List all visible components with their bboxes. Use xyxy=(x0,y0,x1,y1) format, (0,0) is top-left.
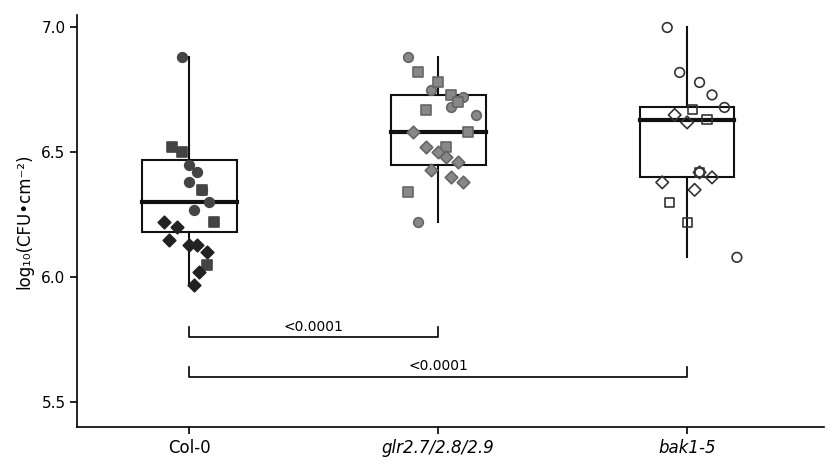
Point xyxy=(431,149,445,156)
Point xyxy=(165,143,179,151)
Text: <0.0001: <0.0001 xyxy=(409,360,468,373)
Point xyxy=(680,118,694,126)
Point xyxy=(439,143,452,151)
Point xyxy=(200,261,213,269)
Point xyxy=(412,69,425,76)
Point xyxy=(190,169,204,176)
Point xyxy=(680,219,694,226)
Point xyxy=(183,241,196,249)
Point xyxy=(660,24,674,31)
Point xyxy=(188,206,201,214)
Point xyxy=(461,129,475,136)
Point xyxy=(200,249,213,256)
Point xyxy=(175,149,189,156)
Point xyxy=(412,219,425,226)
Point xyxy=(195,186,209,194)
Point xyxy=(469,111,482,118)
Point xyxy=(693,169,706,176)
Point xyxy=(188,281,201,288)
Point xyxy=(693,79,706,86)
Point xyxy=(202,199,216,206)
Point xyxy=(456,93,470,101)
Point xyxy=(183,178,196,186)
Point xyxy=(420,106,433,114)
Point xyxy=(673,69,686,76)
Text: <0.0001: <0.0001 xyxy=(284,320,344,334)
Point xyxy=(444,91,457,99)
Point xyxy=(207,219,221,226)
Point xyxy=(193,269,206,276)
Y-axis label: log₁₀(CFU•cm⁻²): log₁₀(CFU•cm⁻²) xyxy=(15,153,33,289)
Point xyxy=(424,166,437,174)
Point xyxy=(451,99,465,106)
Point xyxy=(431,79,445,86)
Point xyxy=(183,161,196,169)
Bar xyxy=(640,108,734,177)
Point xyxy=(451,159,465,166)
Point xyxy=(706,91,719,99)
Point xyxy=(456,178,470,186)
Point xyxy=(444,104,457,111)
Point xyxy=(663,199,676,206)
Point xyxy=(407,129,420,136)
Point xyxy=(706,174,719,181)
Point xyxy=(163,236,176,244)
Point xyxy=(424,86,437,94)
Point xyxy=(655,178,669,186)
Point xyxy=(439,153,452,161)
Point xyxy=(420,143,433,151)
Point xyxy=(444,174,457,181)
Point xyxy=(688,186,701,194)
Point xyxy=(158,219,171,226)
Point xyxy=(170,224,184,231)
Point xyxy=(190,241,204,249)
Point xyxy=(730,253,743,261)
Point xyxy=(668,111,681,118)
Point xyxy=(685,106,699,114)
Point xyxy=(402,54,415,61)
Point xyxy=(195,186,209,194)
Bar xyxy=(142,160,237,232)
Point xyxy=(701,116,714,124)
Point xyxy=(175,54,189,61)
Bar xyxy=(391,95,486,165)
Point xyxy=(717,104,731,111)
Point xyxy=(402,189,415,196)
Point xyxy=(693,169,706,176)
